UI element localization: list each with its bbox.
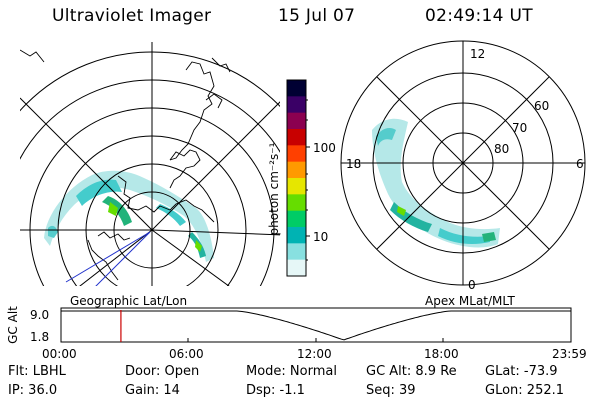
aurora-emission-left <box>44 170 214 262</box>
longitude-grid <box>20 42 280 286</box>
aurora-emission-right <box>372 118 500 248</box>
colorbar-segment <box>287 259 306 277</box>
glat-status: GLat: -73.9 <box>485 364 558 379</box>
gc-altitude-status: GC Alt: 8.9 Re <box>366 364 457 379</box>
time-tick-0600: 06:00 <box>169 347 204 361</box>
colorbar-segment <box>287 210 306 228</box>
mlt-label-0: 0 <box>468 278 476 292</box>
colorbar-segment <box>287 178 306 195</box>
altitude-curve <box>61 310 571 341</box>
altitude-tick-high: 9.0 <box>30 308 50 322</box>
dsp-status: Dsp: -1.1 <box>246 383 305 398</box>
altitude-panel <box>60 307 572 343</box>
colorbar-segment <box>287 112 306 130</box>
mlt-label-6: 6 <box>576 157 584 171</box>
colorbar-segment <box>287 243 306 261</box>
color-scale-segments <box>287 80 306 277</box>
image-date: 15 Jul 07 <box>278 6 356 26</box>
colorbar-segment <box>287 145 306 163</box>
time-tick-1800: 18:00 <box>424 347 459 361</box>
mlat-label-70: 70 <box>512 121 528 135</box>
colorbar-segment <box>287 129 306 146</box>
colorbar-minor-ticks <box>306 99 308 261</box>
magnetic-map-label: Apex MLat/MLT <box>425 294 515 308</box>
time-tick-2359: 23:59 <box>552 347 587 361</box>
geographic-map-label: Geographic Lat/Lon <box>70 294 188 308</box>
mlat-grid <box>340 40 586 286</box>
geographic-map <box>20 42 280 286</box>
mlt-label-12: 12 <box>470 47 486 61</box>
sequence-status: Seq: 39 <box>366 383 416 398</box>
mlt-label-18: 18 <box>346 157 362 171</box>
mlat-label-60: 60 <box>534 99 550 113</box>
ip-status: IP: 36.0 <box>8 383 58 398</box>
magnetic-map <box>340 40 586 286</box>
instrument-title: Ultraviolet Imager <box>52 6 212 26</box>
time-tick-1200: 12:00 <box>297 347 332 361</box>
colorbar-segment <box>287 80 306 97</box>
colorbar-segment <box>287 161 306 179</box>
mode-status: Mode: Normal <box>246 364 337 379</box>
colorbar-label-10: 10 <box>313 230 329 244</box>
colorbar-segment <box>287 96 306 114</box>
altitude-x-ticks <box>60 338 572 342</box>
filter-status: Flt: LBHL <box>8 364 66 379</box>
door-status: Door: Open <box>125 364 200 379</box>
coastlines <box>20 49 231 281</box>
colorbar-segment <box>287 194 306 212</box>
gain-status: Gain: 14 <box>125 383 180 398</box>
colorbar-segment <box>287 227 306 244</box>
glon-status: GLon: 252.1 <box>485 383 565 398</box>
color-scale-bar <box>286 79 310 277</box>
altitude-axis-label: GC Alt <box>6 306 20 344</box>
colorbar-label-100: 100 <box>313 141 336 155</box>
mlat-label-80: 80 <box>494 142 510 156</box>
image-time: 02:49:14 UT <box>425 6 533 26</box>
colorbar-unit-label: photon cm⁻²s⁻¹ <box>267 142 281 236</box>
time-tick-0000: 00:00 <box>42 347 77 361</box>
observation-track <box>65 231 151 286</box>
altitude-tick-low: 1.8 <box>30 330 50 344</box>
